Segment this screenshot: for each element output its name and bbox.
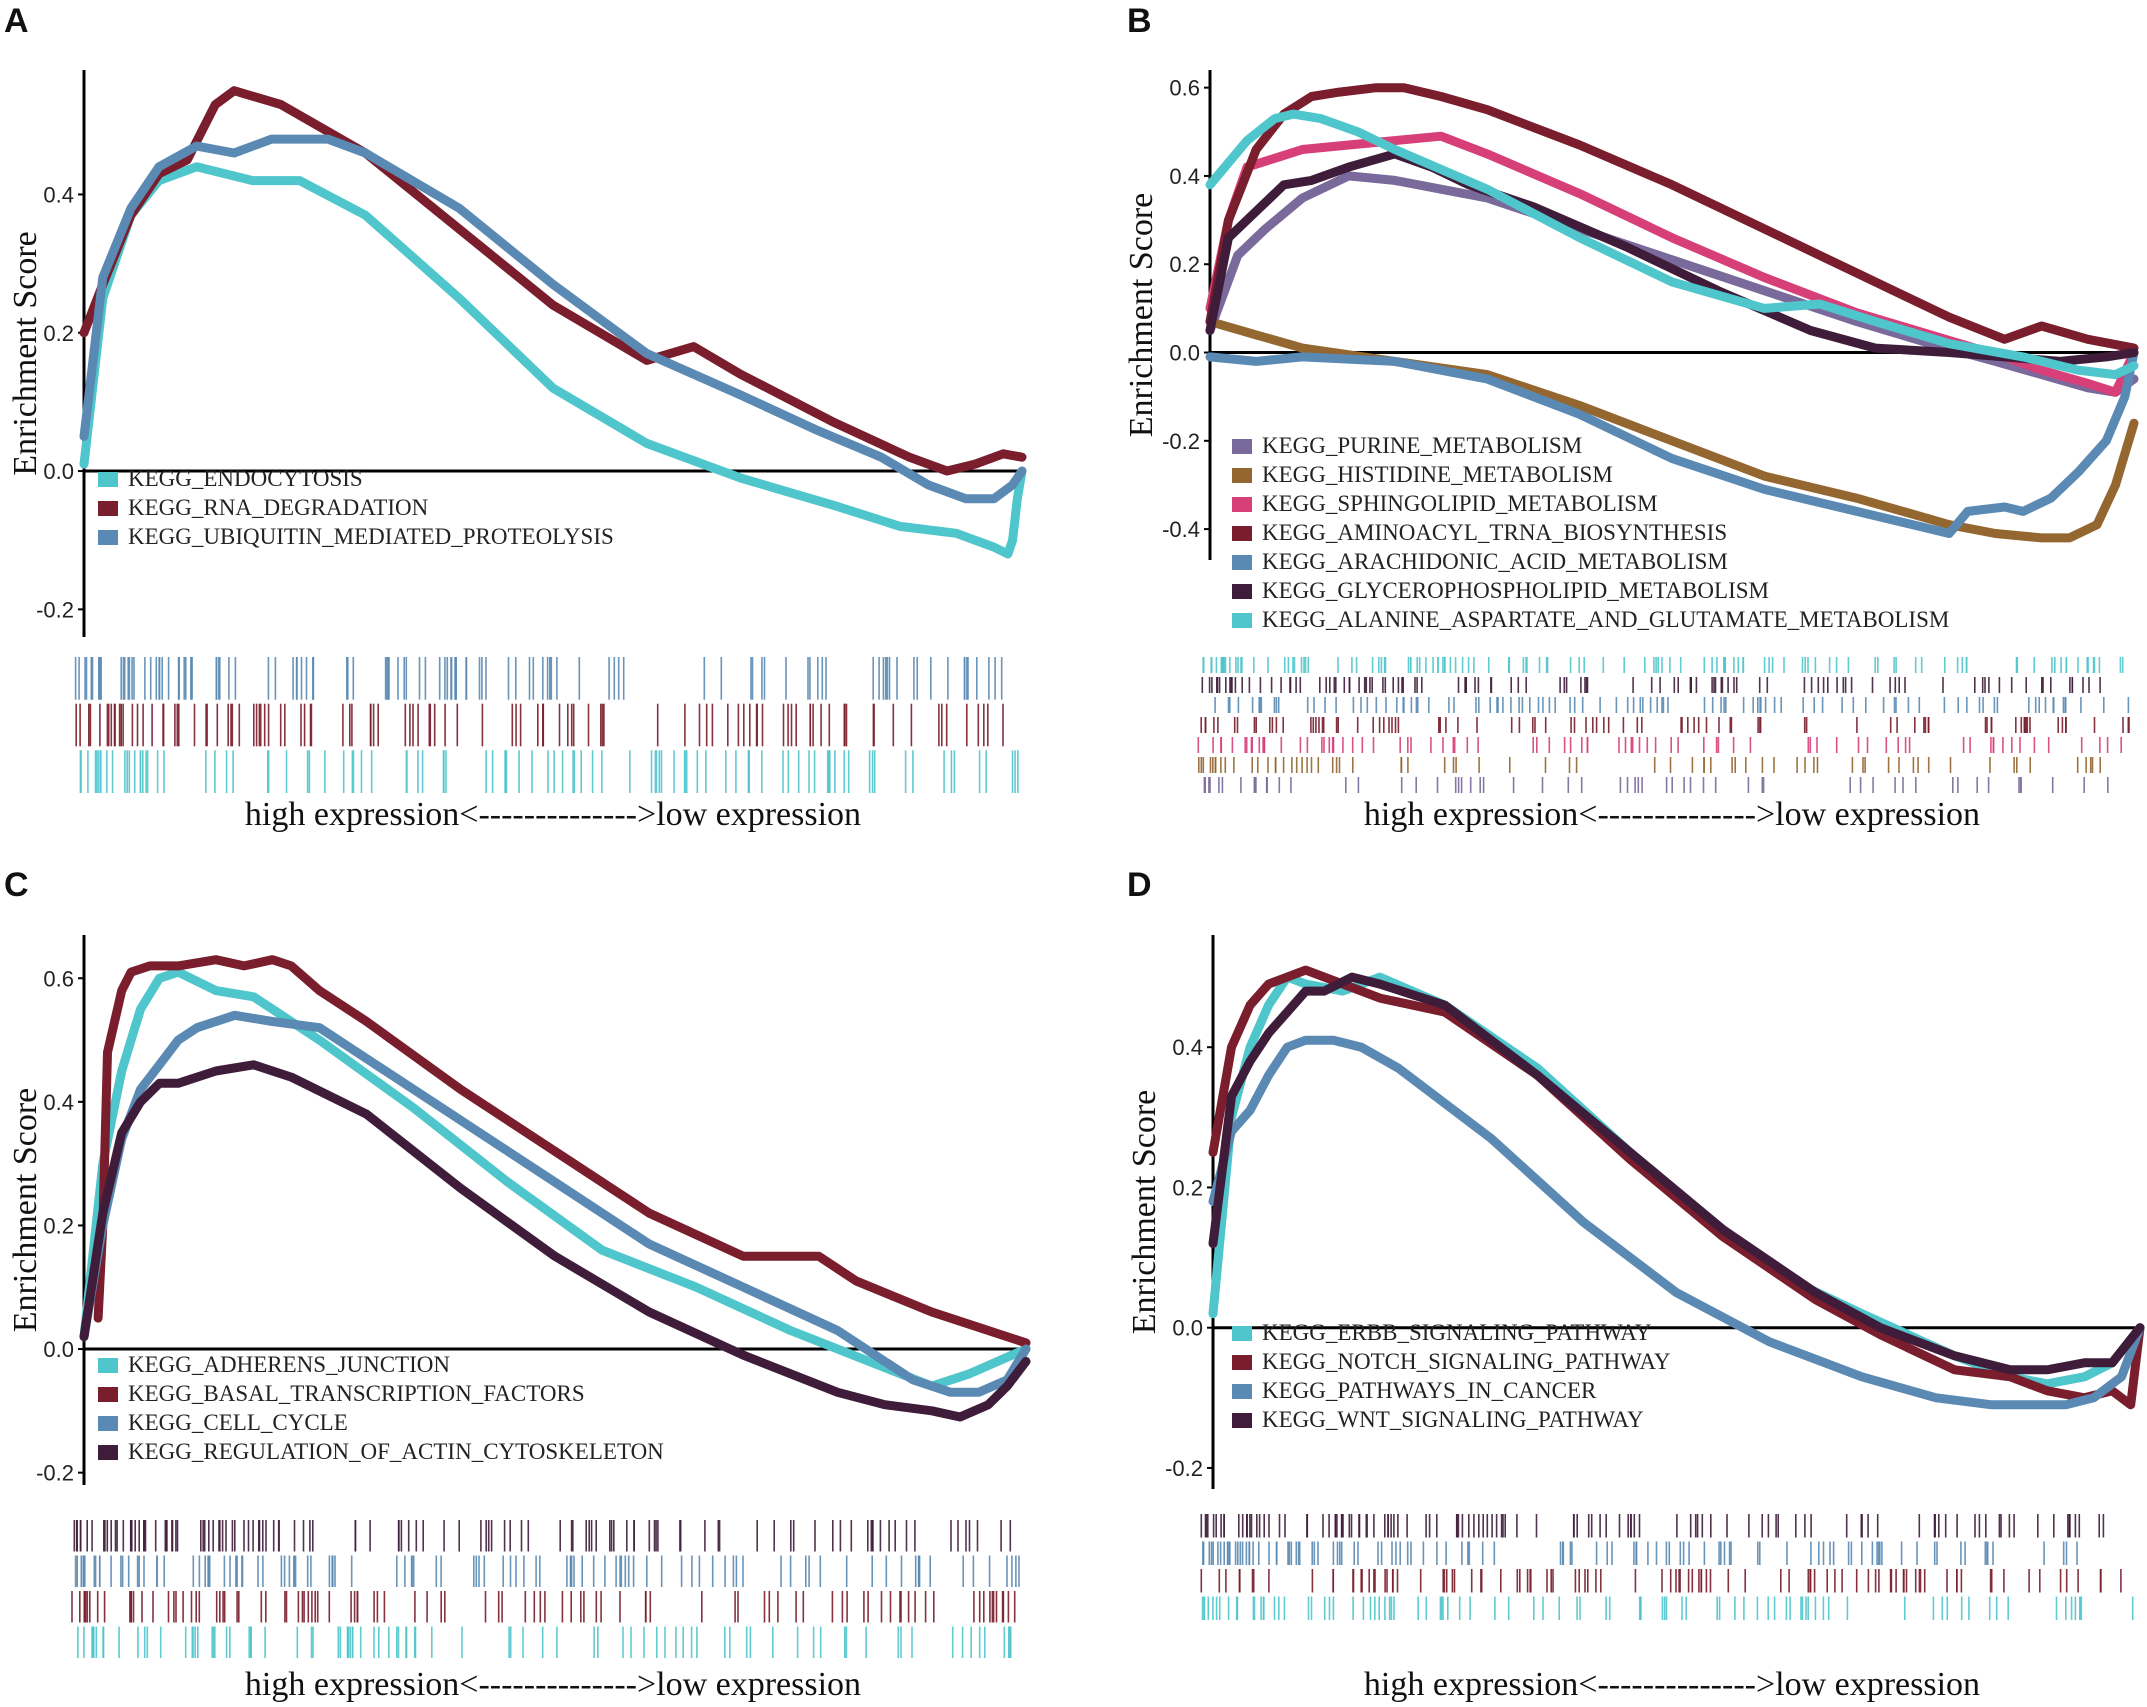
legend-entry: KEGG_RNA_DEGRADATION — [128, 495, 429, 520]
legend-entry: KEGG_HISTIDINE_METABOLISM — [1262, 462, 1613, 487]
legend-swatch — [1232, 1384, 1252, 1399]
bottom-caption: high expression<-------------->low expre… — [1364, 1666, 1980, 1703]
y-axis-title: Enrichment Score — [1126, 1090, 1163, 1335]
panel-d: D 0.4 0.2 0.0 -0.2 Enrichment Score KEGG_ERBB_… — [1126, 866, 2145, 1703]
y-tick-label: 0.2 — [43, 1213, 74, 1238]
series-line — [1208, 965, 2145, 1410]
y-tick-label: 0.4 — [1169, 164, 1200, 189]
legend-entry: KEGG_BASAL_TRANSCRIPTION_FACTORS — [128, 1381, 585, 1406]
y-tick-label: 0.6 — [1169, 76, 1200, 101]
legend-swatch — [98, 1358, 118, 1373]
legend-swatch — [1232, 497, 1252, 512]
legend-entry: KEGG_PURINE_METABOLISM — [1262, 433, 1582, 458]
y-tick-label: 0.2 — [1172, 1175, 1203, 1200]
y-tick-label: -0.2 — [1165, 1456, 1203, 1481]
legend-entry: KEGG_NOTCH_SIGNALING_PATHWAY — [1262, 1349, 1671, 1374]
legend-swatch — [98, 1416, 118, 1431]
legend-swatch — [1232, 1326, 1252, 1341]
panel-letter: B — [1127, 2, 1152, 40]
y-tick-label: -0.2 — [36, 597, 74, 622]
legend-entry: KEGG_ERBB_SIGNALING_PATHWAY — [1262, 1320, 1652, 1345]
legend-entry: KEGG_GLYCEROPHOSPHOLIPID_METABOLISM — [1262, 578, 1769, 603]
panel-letter: D — [1127, 866, 1152, 904]
legend-swatch — [98, 1445, 118, 1460]
series-line — [79, 86, 1027, 476]
panel-letter: C — [4, 866, 29, 904]
legend-entry: KEGG_AMINOACYL_TRNA_BIOSYNTHESIS — [1262, 520, 1727, 545]
legend-entry: KEGG_PATHWAYS_IN_CANCER — [1262, 1378, 1597, 1403]
panel-b: B 0.6 0.4 0.2 0.0 -0.2 -0.4 Enrichment Score KEG… — [1123, 2, 2139, 833]
y-tick-label: 0.4 — [43, 182, 74, 207]
legend-entry: KEGG_ALANINE_ASPARTATE_AND_GLUTAMATE_MET… — [1262, 607, 1949, 632]
series-line — [1205, 109, 2139, 380]
series-line — [1208, 972, 2145, 1375]
legend-entry: KEGG_WNT_SIGNALING_PATHWAY — [1262, 1407, 1644, 1432]
legend-swatch — [98, 472, 118, 487]
legend-swatch — [1232, 555, 1252, 570]
series-line — [79, 1060, 1031, 1422]
legend-swatch — [98, 501, 118, 516]
legend-entry: KEGG_SPHINGOLIPID_METABOLISM — [1262, 491, 1658, 516]
panel-a: A 0.4 0.2 0.0 -0.2 Enrichment Score KEGG_ENDOC… — [4, 2, 1027, 833]
series-line — [79, 162, 1027, 559]
y-axis-title: Enrichment Score — [7, 231, 44, 476]
series-line — [1208, 1035, 2145, 1410]
legend-swatch — [1232, 584, 1252, 599]
series-line — [79, 1010, 1031, 1397]
y-tick-label: 0.4 — [43, 1090, 74, 1115]
legend-swatch — [98, 530, 118, 545]
legend-swatch — [1232, 439, 1252, 454]
legend-swatch — [98, 1387, 118, 1402]
series-line — [93, 955, 1031, 1348]
legend-entry: KEGG_ENDOCYTOSIS — [128, 466, 363, 491]
y-tick-label: 0.0 — [1172, 1316, 1203, 1341]
legend-swatch — [1232, 613, 1252, 628]
y-tick-label: 0.6 — [43, 966, 74, 991]
legend-entry: KEGG_REGULATION_OF_ACTIN_CYTOSKELETON — [128, 1439, 664, 1464]
panel-letter: A — [4, 2, 29, 40]
y-tick-label: 0.0 — [1169, 341, 1200, 366]
y-tick-label: 0.4 — [1172, 1035, 1203, 1060]
y-tick-label: 0.0 — [43, 459, 74, 484]
y-axis-title: Enrichment Score — [7, 1088, 44, 1333]
legend-entry: KEGG_ARACHIDONIC_ACID_METABOLISM — [1262, 549, 1728, 574]
legend-swatch — [1232, 526, 1252, 541]
y-tick-label: -0.4 — [1162, 517, 1200, 542]
series-line — [1205, 131, 2139, 397]
y-tick-label: -0.2 — [1162, 429, 1200, 454]
legend-swatch — [1232, 1355, 1252, 1370]
y-tick-label: 0.2 — [43, 321, 74, 346]
series-line — [1205, 348, 2139, 538]
y-axis-title: Enrichment Score — [1123, 193, 1160, 438]
bottom-caption: high expression<-------------->low expre… — [1364, 796, 1980, 833]
series-line — [79, 134, 1027, 504]
bottom-caption: high expression<-------------->low expre… — [245, 1666, 861, 1703]
y-tick-label: 0.2 — [1169, 252, 1200, 277]
legend-entry: KEGG_CELL_CYCLE — [128, 1410, 348, 1435]
legend-entry: KEGG_UBIQUITIN_MEDIATED_PROTEOLYSIS — [128, 524, 614, 549]
y-tick-label: -0.2 — [36, 1461, 74, 1486]
panel-c: C 0.6 0.4 0.2 0.0 -0.2 Enrichment Score KEGG_AD… — [4, 866, 1031, 1703]
y-tick-label: 0.0 — [43, 1337, 74, 1362]
legend-swatch — [1232, 1413, 1252, 1428]
bottom-caption: high expression<-------------->low expre… — [245, 796, 861, 833]
legend-swatch — [1232, 468, 1252, 483]
legend-entry: KEGG_ADHERENS_JUNCTION — [128, 1352, 450, 1377]
